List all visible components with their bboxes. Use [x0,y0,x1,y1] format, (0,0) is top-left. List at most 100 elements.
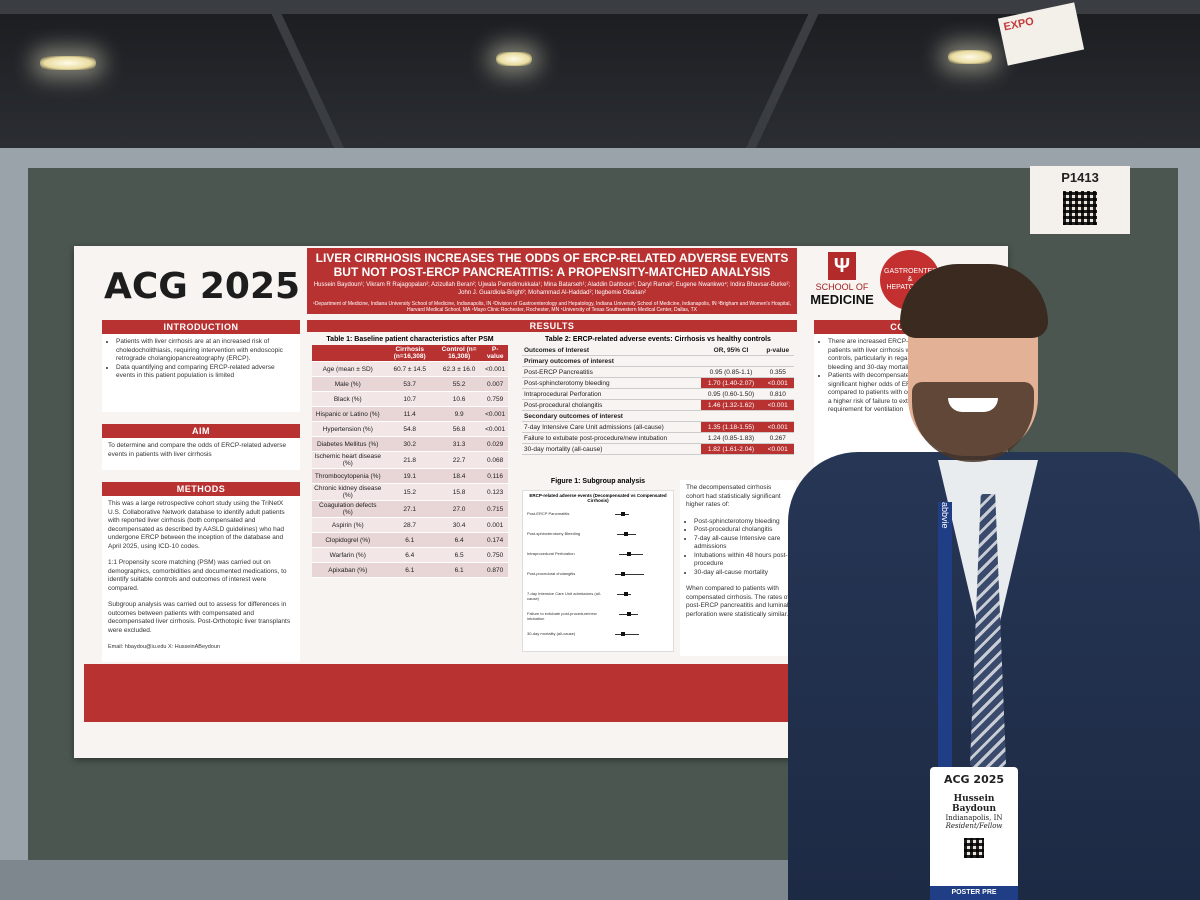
table-cell: 60.7 ± 14.5 [383,361,436,377]
ceiling-light [948,50,992,64]
forest-row: 30-day mortality (all-cause) [523,625,673,645]
table-cell: <0.001 [761,399,794,411]
table-cell: 0.123 [482,483,508,501]
badge-name: Hussein Baydoun [951,794,997,814]
table-cell: <0.001 [761,421,794,433]
table-row: Apixaban (%) 6.1 6.1 0.870 [312,562,508,578]
methods-paragraph: Subgroup analysis was carried out to ass… [108,601,291,634]
lanyard-text: abbvie [940,502,950,529]
table-cell: 0.267 [761,432,794,444]
table-row: Thrombocytopenia (%) 19.1 18.4 0.116 [312,468,508,484]
school-bottom-text: MEDICINE [810,292,874,307]
research-poster: ACG 2025 LIVER CIRRHOSIS INCREASES THE O… [74,246,1008,758]
forest-point [621,572,625,576]
lanyard: abbvie [938,502,952,772]
table-cell: 1.35 (1.18-1.55) [700,421,762,433]
table-cell: 0.029 [482,436,508,452]
table-cell: 30.2 [383,436,436,452]
table-cell: 0.174 [482,532,508,548]
intro-section: INTRODUCTION Patients with liver cirrhos… [102,320,300,412]
table-row: Aspirin (%) 28.7 30.4 0.001 [312,517,508,533]
table-row: Hypertension (%) 54.8 56.8 <0.001 [312,421,508,437]
table-cell: 7-day Intensive Care Unit admissions (al… [522,421,701,433]
poster-footer-band [84,664,798,722]
table-cell: Aspirin (%) [312,517,384,533]
board-number-tag: P1413 [1030,166,1130,234]
table-cell: Clopidogrel (%) [312,532,384,548]
badge-event: ACG 2025 [943,773,1005,786]
table-row: Warfarin (%) 6.4 6.5 0.750 [312,547,508,563]
table-cell: 0.715 [482,500,508,518]
figure-1-title: Figure 1: Subgroup analysis [550,478,646,485]
table-cell: 21.8 [383,451,436,469]
table-cell: 0.810 [761,388,794,400]
forest-row-label: Post-sphincterotomy Bleeding [527,531,581,536]
table-cell: 9.9 [435,406,483,422]
table-1: Table 1: Baseline patient characteristic… [312,336,508,656]
subgroup-text: The decompensated cirrhosis cohort had s… [686,484,781,508]
aim-heading: AIM [102,424,300,438]
table-cell: Diabetes Mellitus (%) [312,436,384,452]
table-cell: 30.4 [435,517,483,533]
qr-code-icon [1063,191,1097,225]
forest-point [621,632,625,636]
intro-heading: INTRODUCTION [102,320,300,334]
table-cell: 53.7 [383,376,436,392]
forest-row-label: Failure to extubate post-procedure/new i… [527,611,597,621]
table-header-row: Outcomes of Interest OR, 95% CI p-value [522,345,794,356]
ceiling-beam [745,0,825,150]
methods-heading: METHODS [102,482,300,496]
table-cell: 6.4 [435,532,483,548]
forest-row-label: Post-procedural cholangitis [527,571,576,576]
results-heading: RESULTS [307,320,797,332]
table-cell: 1.24 (0.85-1.83) [700,432,762,444]
subgroup-bullet: 30-day all-cause mortality [694,569,790,578]
table-cell: 6.4 [383,547,436,563]
forest-row: Post-sphincterotomy Bleeding [523,525,673,545]
table-row: Failure to extubate post-procedure/new i… [522,432,794,444]
table-cell: 15.2 [383,483,436,501]
table-cell: Chronic kidney disease (%) [312,483,384,501]
logo-left-text: ACG [104,265,188,307]
table-header-cell: Outcomes of Interest [522,345,701,356]
smile [948,398,998,412]
table-cell: 18.4 [435,468,483,484]
figure-1: Figure 1: Subgroup analysis ERCP-related… [522,478,674,656]
table-2: Table 2: ERCP-related adverse events: Ci… [522,336,794,476]
ceiling-beam [0,0,1200,14]
table-row: Black (%) 10.7 10.6 0.759 [312,391,508,407]
subgroup-text: When compared to patients with compensat… [686,585,790,618]
table-cell: Failure to extubate post-procedure/new i… [522,432,701,444]
table-row: Clopidogrel (%) 6.1 6.4 0.174 [312,532,508,548]
forest-ci-line [615,574,644,575]
table-cell: 54.8 [383,421,436,437]
table-cell: Black (%) [312,391,384,407]
subgroup-summary: The decompensated cirrhosis cohort had s… [680,480,796,656]
table-cell: Male (%) [312,376,384,392]
board-number: P1413 [1061,170,1099,185]
subgroup-list: Post-sphincterotomy bleedingPost-procedu… [680,514,796,582]
table-row: Diabetes Mellitus (%) 30.2 31.3 0.029 [312,436,508,452]
conclusion-bullet: There are increased ERCP-related adverse… [828,338,1002,372]
table-row: Post-sphincterotomy bleeding 1.70 (1.40-2… [522,377,794,389]
table-cell: 1.46 (1.32-1.62) [700,399,762,411]
table-cell: 56.8 [435,421,483,437]
contact-info: Email: hbaydou@iu.edu X: HusseinABeydoun [108,644,220,650]
forest-plot: ERCP-related adverse events (Decompensat… [522,490,674,652]
table-cell: 55.2 [435,376,483,392]
forest-row-label: Intraprocedural Perforation [527,551,575,556]
table-cell: Ischemic heart disease (%) [312,451,384,469]
aim-text: To determine and compare the odds of ERC… [108,442,287,458]
table-cell: 0.068 [482,451,508,469]
table-cell: 0.750 [482,547,508,563]
forest-row-label: 7-day Intensive Care Unit admissions (al… [527,591,602,601]
table-row: Intraprocedural Perforation 0.95 (0.60-1.… [522,388,794,400]
acg-logo: ACG 2025 [104,256,300,316]
forest-row-label: Post-ERCP Pancreatitis [527,511,570,516]
forest-row: Post-ERCP Pancreatitis [523,505,673,525]
table-cell: 0.95 (0.60-1.50) [700,388,762,400]
name-badge: ACG 2025 Hussein Baydoun Indianapolis, I… [930,767,1018,900]
forest-point [624,592,628,596]
table-cell: Apixaban (%) [312,562,384,578]
hair [900,264,1048,338]
